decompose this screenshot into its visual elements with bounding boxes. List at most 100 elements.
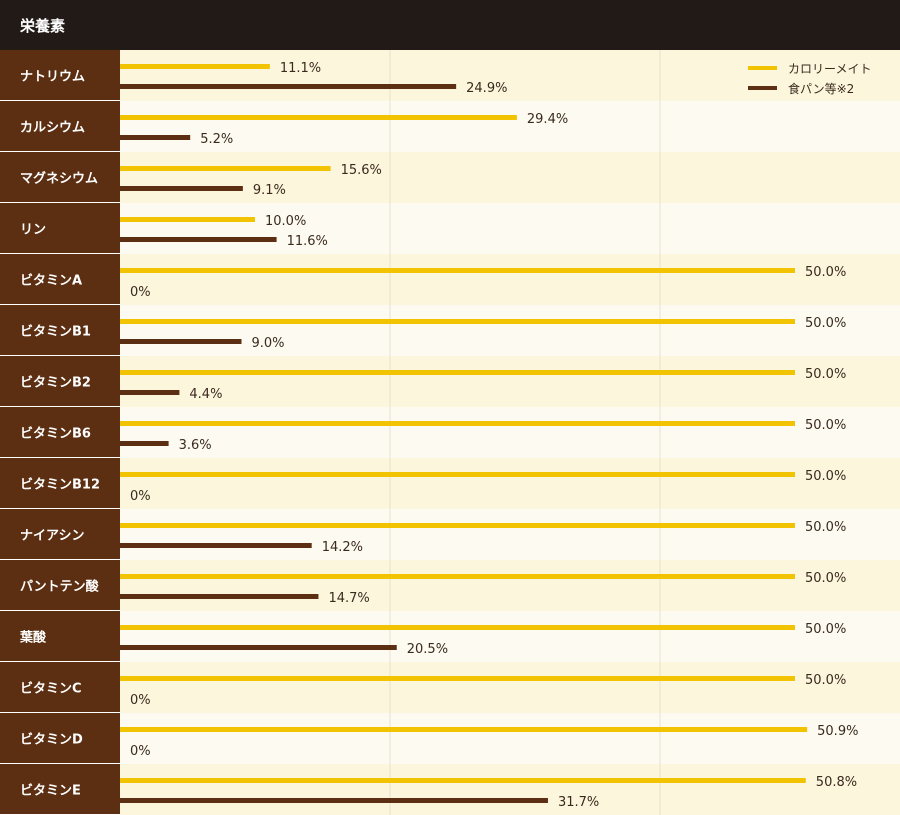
value-label-calorie-mate: 15.6%: [341, 163, 382, 178]
value-label-calorie-mate: 50.0%: [805, 418, 846, 433]
category-label-cell: [0, 305, 120, 355]
category-label-cell: [0, 50, 120, 100]
legend-item-bread: 食パン等※2: [748, 78, 872, 98]
value-label-bread: 24.9%: [466, 81, 507, 96]
value-label-calorie-mate: 50.8%: [816, 775, 857, 790]
value-label-bread: 20.5%: [407, 642, 448, 657]
category-label-cell: [0, 152, 120, 202]
row-background: [120, 101, 900, 152]
row-background: [120, 50, 900, 101]
row-background: [120, 764, 900, 815]
row-background: [120, 509, 900, 560]
value-label-bread: 0%: [130, 744, 151, 759]
bar-calorie-mate: [120, 778, 806, 783]
value-label-calorie-mate: 50.0%: [805, 469, 846, 484]
category-label: ビタミンA: [20, 273, 82, 289]
category-label: ナトリウム: [20, 70, 85, 85]
bar-calorie-mate: [120, 676, 795, 681]
bar-calorie-mate: [120, 115, 517, 120]
bar-calorie-mate: [120, 268, 795, 273]
bar-bread: [120, 645, 397, 650]
category-label: 葉酸: [19, 630, 47, 646]
bar-calorie-mate: [120, 166, 331, 171]
bar-bread: [120, 339, 242, 344]
value-label-calorie-mate: 50.0%: [805, 622, 846, 637]
bar-calorie-mate: [120, 625, 795, 630]
value-label-bread: 31.7%: [558, 795, 599, 810]
category-label: カルシウム: [20, 121, 85, 136]
category-label: マグネシウム: [20, 171, 98, 187]
legend-swatch-bread: [748, 86, 777, 90]
bar-calorie-mate: [120, 64, 270, 69]
category-label-cell: [0, 407, 120, 457]
category-label: ビタミンB6: [20, 426, 91, 442]
value-label-bread: 0%: [130, 489, 151, 504]
bar-calorie-mate: [120, 421, 795, 426]
category-label-cell: [0, 458, 120, 508]
legend-swatch-calorie-mate: [748, 66, 777, 70]
value-label-calorie-mate: 50.0%: [805, 316, 846, 331]
category-label-cell: [0, 611, 120, 661]
value-label-bread: 9.0%: [252, 336, 285, 351]
value-label-bread: 5.2%: [200, 132, 233, 147]
row-background: [120, 203, 900, 254]
bar-bread: [120, 543, 312, 548]
bar-bread: [120, 237, 277, 242]
row-background: [120, 407, 900, 458]
category-label-cell: [0, 356, 120, 406]
category-label: ビタミンE: [20, 783, 81, 799]
bar-bread: [120, 135, 191, 140]
value-label-calorie-mate: 50.0%: [805, 673, 846, 688]
bar-bread: [120, 798, 548, 803]
bar-calorie-mate: [120, 217, 255, 222]
value-label-calorie-mate: 11.1%: [280, 61, 321, 76]
value-label-calorie-mate: 29.4%: [527, 112, 568, 127]
value-label-bread: 14.2%: [322, 540, 363, 555]
category-label: パントテン酸: [20, 579, 100, 595]
category-label-cell: [0, 662, 120, 712]
row-background: [120, 713, 900, 764]
category-label: ビタミンC: [20, 681, 82, 697]
bar-calorie-mate: [120, 319, 795, 324]
value-label-calorie-mate: 50.0%: [805, 571, 846, 586]
value-label-calorie-mate: 50.9%: [817, 724, 858, 739]
bar-bread: [120, 186, 243, 191]
category-label-cell: [0, 560, 120, 610]
bar-calorie-mate: [120, 523, 795, 528]
category-label: ビタミンB2: [20, 375, 91, 391]
legend: カロリーメイト 食パン等※2: [748, 58, 872, 98]
value-label-bread: 9.1%: [253, 183, 286, 198]
bar-calorie-mate: [120, 574, 795, 579]
value-label-bread: 4.4%: [189, 387, 222, 402]
category-label-cell: [0, 509, 120, 559]
category-label-cell: [0, 254, 120, 304]
row-background: [120, 356, 900, 407]
category-label: ビタミンB12: [20, 477, 100, 493]
category-label: ビタミンD: [20, 732, 83, 748]
value-label-bread: 3.6%: [179, 438, 212, 453]
bar-bread: [120, 390, 180, 395]
row-background: [120, 152, 900, 203]
value-label-bread: 11.6%: [287, 234, 328, 249]
value-label-calorie-mate: 50.0%: [805, 520, 846, 535]
row-background: [120, 662, 900, 713]
category-label-cell: [0, 713, 120, 763]
row-background: [120, 458, 900, 509]
bar-calorie-mate: [120, 472, 795, 477]
legend-label-bread: 食パン等※2: [788, 81, 855, 96]
value-label-calorie-mate: 50.0%: [805, 367, 846, 382]
header: 栄養素: [0, 0, 900, 50]
value-label-bread: 0%: [130, 693, 151, 708]
bar-calorie-mate: [120, 370, 795, 375]
bar-bread: [120, 594, 319, 599]
bar-bread: [120, 84, 457, 89]
category-label: ナイアシン: [20, 529, 84, 544]
bar-calorie-mate: [120, 727, 808, 732]
category-label: ビタミンB1: [20, 324, 91, 340]
bar-bread: [120, 441, 169, 446]
category-label: リン: [20, 223, 46, 238]
row-background: [120, 560, 900, 611]
value-label-bread: 0%: [130, 285, 151, 300]
